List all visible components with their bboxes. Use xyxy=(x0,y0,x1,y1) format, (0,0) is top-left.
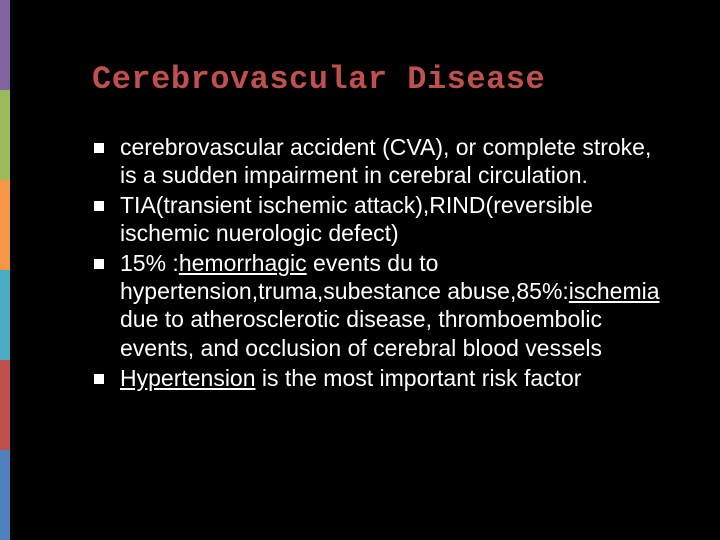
list-item: 15% :hemorrhagic events du to hypertensi… xyxy=(92,249,660,361)
slide-title: Cerebrovascular Disease xyxy=(92,62,660,97)
list-item: Hypertension is the most important risk … xyxy=(92,364,660,392)
bullet-list: cerebrovascular accident (CVA), or compl… xyxy=(92,133,660,391)
list-item: cerebrovascular accident (CVA), or compl… xyxy=(92,133,660,189)
list-item: TIA(transient ischemic attack),RIND(reve… xyxy=(92,191,660,247)
slide: Cerebrovascular Disease cerebrovascular … xyxy=(0,0,720,540)
